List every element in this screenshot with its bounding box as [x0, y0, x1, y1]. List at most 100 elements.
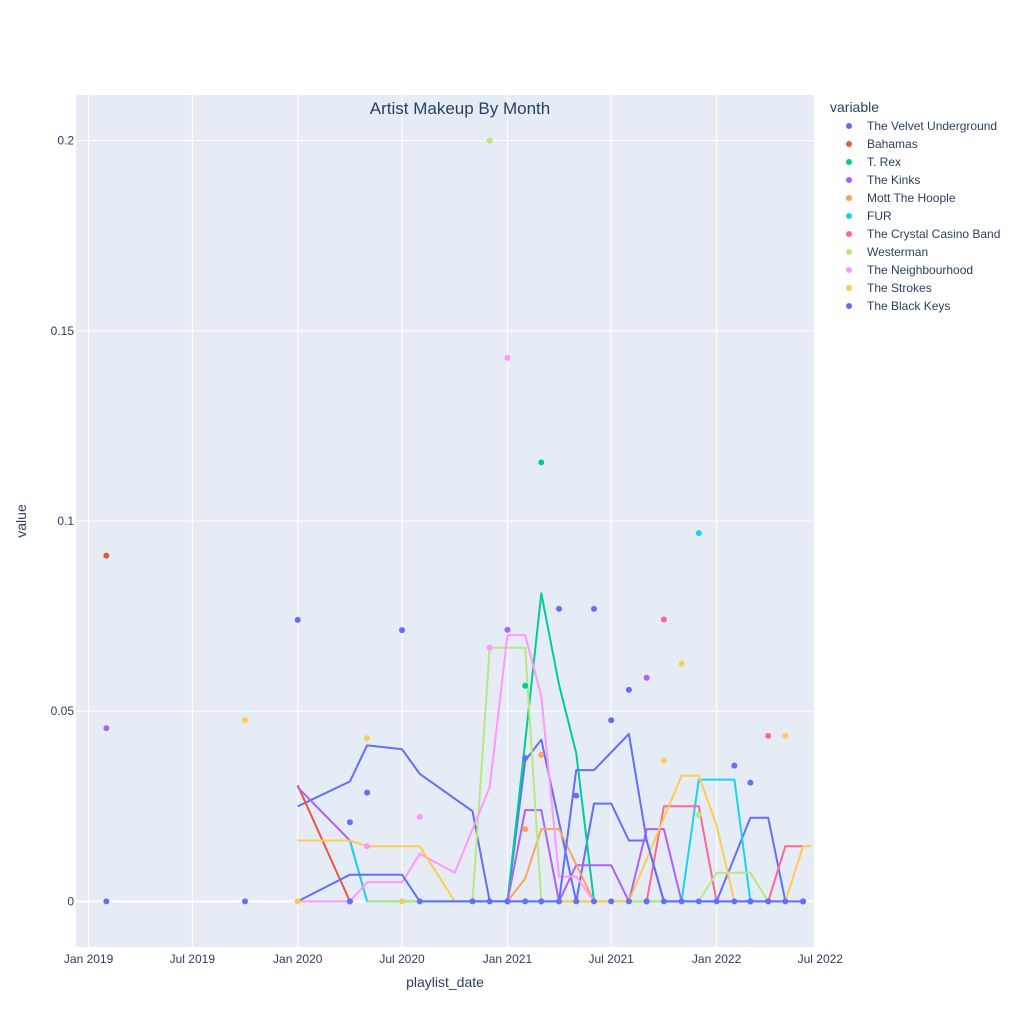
legend-marker [846, 267, 852, 273]
legend-item-t-rex[interactable]: T. Rex [846, 155, 901, 169]
data-point-the-crystal-casino-band [660, 616, 667, 623]
data-point-the-velvet-underground [731, 762, 738, 769]
data-point-zero [608, 898, 615, 905]
x-tick-label: Jan 2020 [273, 952, 323, 966]
series-line-bahamas [296, 784, 351, 902]
data-point-zero [346, 898, 353, 905]
data-point-fur [695, 530, 702, 537]
legend-label: T. Rex [867, 155, 901, 169]
legend-marker [846, 141, 852, 147]
data-point-the-black-keys [364, 789, 371, 796]
legend-marker [846, 249, 852, 255]
legend-label: Bahamas [867, 137, 918, 151]
data-point-bahamas [103, 552, 110, 559]
data-point-zero [556, 898, 563, 905]
legend-marker [846, 231, 852, 237]
x-tick-label: Jan 2021 [483, 952, 533, 966]
data-point-zero [486, 898, 493, 905]
data-point-zero [747, 898, 754, 905]
data-point-the-velvet-underground [294, 616, 301, 623]
legend-item-the-crystal-casino-band[interactable]: The Crystal Casino Band [846, 227, 1000, 241]
data-point-the-strokes [399, 898, 406, 905]
legend-item-the-black-keys[interactable]: The Black Keys [846, 299, 950, 313]
legend-marker [846, 123, 852, 129]
legend-item-mott-the-hoople[interactable]: Mott The Hoople [846, 191, 956, 205]
data-point-the-velvet-underground [416, 898, 423, 905]
data-point-the-velvet-underground [625, 686, 632, 693]
legend-item-the-neighbourhood[interactable]: The Neighbourhood [846, 263, 973, 277]
y-axis-ticks: 0 0.05 0.1 0.15 0.2 [51, 134, 75, 909]
x-axis-ticks: Jan 2019 Jul 2019 Jan 2020 Jul 2020 Jan 2021… [64, 952, 843, 966]
data-point-the-velvet-underground [590, 605, 597, 612]
data-point-zero [731, 898, 738, 905]
data-point-zero [504, 898, 511, 905]
legend-item-fur[interactable]: FUR [846, 209, 892, 223]
legend-title: variable [830, 99, 879, 115]
y-tick-label: 0.2 [57, 134, 74, 148]
y-tick-label: 0 [67, 894, 74, 908]
legend-marker [846, 285, 852, 291]
data-point-the-velvet-underground [522, 754, 529, 761]
data-point-the-neighbourhood [504, 354, 511, 361]
data-point-the-velvet-underground [399, 627, 406, 634]
legend-item-westerman[interactable]: Westerman [846, 245, 928, 259]
series-markers [103, 137, 807, 905]
data-point-zero [538, 898, 545, 905]
data-point-the-strokes [678, 660, 685, 667]
x-tick-label: Jul 2021 [588, 952, 634, 966]
data-point-the-black-keys [747, 779, 754, 786]
data-point-zero [800, 898, 807, 905]
legend-label: The Neighbourhood [867, 263, 973, 277]
legend-label: Mott The Hoople [867, 191, 956, 205]
legend-item-bahamas[interactable]: Bahamas [846, 137, 918, 151]
x-tick-label: Jan 2019 [64, 952, 114, 966]
y-tick-label: 0.05 [51, 704, 75, 718]
data-point-zero [765, 898, 772, 905]
data-point-the-neighbourhood [364, 843, 371, 850]
data-point-westerman [486, 137, 493, 144]
data-point-the-velvet-underground [242, 898, 249, 905]
series-line-mott-the-hoople [506, 828, 595, 903]
chart-title: Artist Makeup By Month [370, 99, 550, 118]
data-point-westerman [695, 812, 702, 819]
legend-item-the-strokes[interactable]: The Strokes [846, 281, 932, 295]
data-point-the-strokes [294, 898, 301, 905]
data-point-the-strokes [660, 757, 667, 764]
series-line-the-black-keys [297, 733, 804, 903]
y-tick-label: 0.15 [51, 324, 75, 338]
data-point-the-black-keys [346, 819, 353, 826]
x-tick-label: Jul 2020 [379, 952, 425, 966]
series-line-fur [348, 778, 752, 903]
data-point-the-neighbourhood [486, 644, 493, 651]
legend-item-the-velvet-underground[interactable]: The Velvet Underground [846, 119, 997, 133]
series-line-the-neighbourhood [297, 634, 595, 903]
legend-label: The Crystal Casino Band [867, 227, 1000, 241]
legend-item-the-kinks[interactable]: The Kinks [846, 173, 920, 187]
legend-label: The Kinks [867, 173, 920, 187]
data-point-t-rex [522, 682, 529, 689]
data-point-zero [678, 898, 685, 905]
x-axis-title: playlist_date [406, 974, 484, 990]
legend-marker [846, 213, 852, 219]
legend-label: FUR [867, 209, 892, 223]
data-point-the-velvet-underground [103, 898, 110, 905]
data-point-zero [643, 898, 650, 905]
data-point-the-neighbourhood [416, 813, 423, 820]
data-point-the-black-keys [573, 792, 580, 799]
data-point-the-velvet-underground [556, 605, 563, 612]
legend-marker [846, 159, 852, 165]
data-point-zero [625, 898, 632, 905]
legend[interactable]: The Velvet Underground Bahamas T. Rex The K… [846, 119, 1000, 313]
data-point-the-velvet-underground [608, 717, 615, 724]
data-point-t-rex [538, 459, 545, 466]
data-point-the-kinks [504, 626, 511, 633]
x-tick-label: Jul 2022 [798, 952, 844, 966]
legend-label: Westerman [867, 245, 928, 259]
x-tick-label: Jul 2019 [170, 952, 216, 966]
legend-marker [846, 195, 852, 201]
data-point-zero [590, 898, 597, 905]
data-point-zero [713, 898, 720, 905]
series-lines [296, 592, 812, 903]
y-tick-label: 0.1 [57, 514, 74, 528]
data-point-zero [469, 898, 476, 905]
